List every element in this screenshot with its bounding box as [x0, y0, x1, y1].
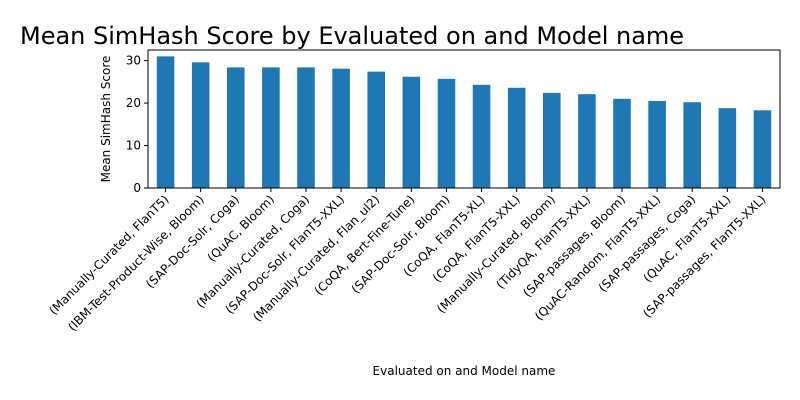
bar-14	[648, 100, 666, 188]
bar-7	[402, 76, 421, 188]
bars-layer	[156, 56, 772, 189]
bar-2	[227, 67, 245, 188]
x-axis-label: Evaluated on and Model name	[373, 364, 556, 378]
y-tick-label-0: 0	[133, 181, 141, 195]
x-tick-label-1: (IBM-Test-Product-Wise, Bloom)	[65, 192, 207, 334]
y-tick-label-2: 20	[126, 96, 141, 110]
bar-15	[683, 102, 701, 188]
bar-4	[297, 67, 315, 188]
bar-12	[578, 94, 596, 188]
y-tick-label-1: 10	[126, 139, 141, 153]
bar-5	[332, 68, 350, 188]
bar-10	[507, 87, 526, 188]
x-axis: (Manually-Curated, FlanT5)(IBM-Test-Prod…	[46, 188, 769, 334]
y-axis: 0 10 20 30	[126, 54, 148, 195]
y-axis-label: Mean SimHash Score	[99, 56, 113, 183]
plot-frame	[147, 49, 781, 189]
bar-8	[437, 78, 456, 188]
bar-17	[753, 110, 772, 188]
y-tick-label-3: 30	[126, 54, 141, 68]
chart-title: Mean SimHash Score by Evaluated on and M…	[20, 22, 684, 50]
bar-11	[543, 92, 561, 188]
bar-0	[156, 56, 175, 189]
bar-1	[191, 62, 210, 189]
bar-9	[472, 84, 491, 188]
bar-13	[613, 98, 631, 188]
bar-16	[718, 108, 737, 188]
bar-3	[262, 67, 280, 188]
bar-6	[367, 71, 385, 188]
